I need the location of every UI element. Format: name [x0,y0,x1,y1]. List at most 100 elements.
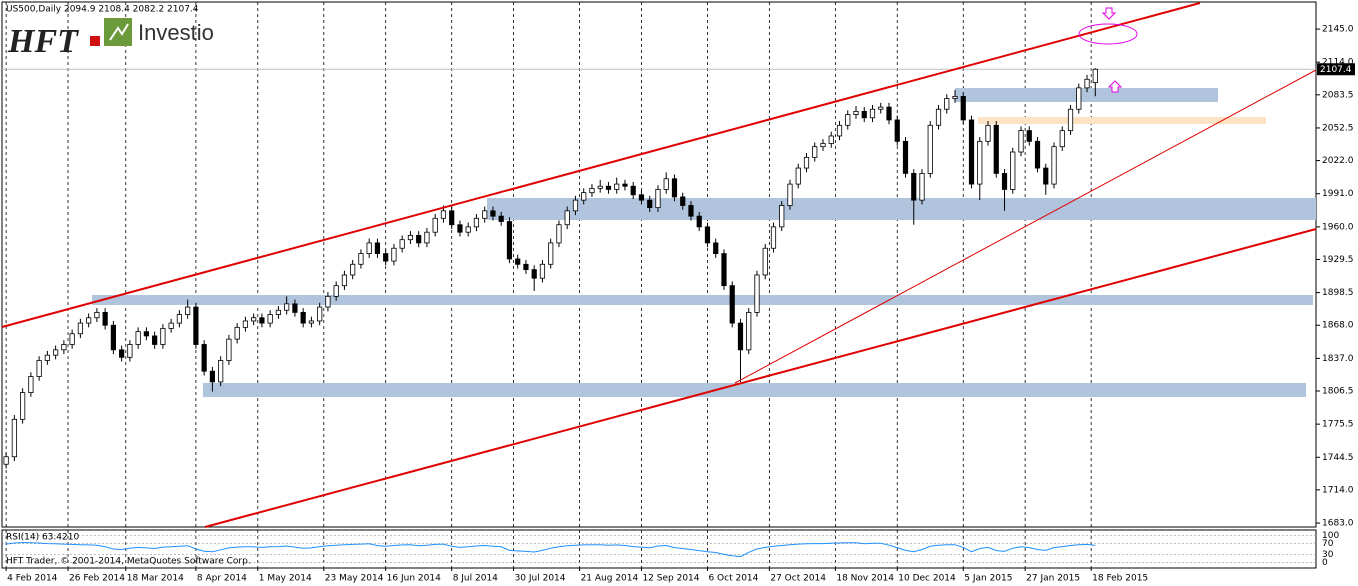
candle-body [1001,173,1008,190]
candle-body [440,210,447,219]
candle-body [944,98,950,110]
candle-body [251,317,257,322]
indicator-frame [1,529,1317,569]
candle-body [523,263,529,271]
candle-body [3,456,9,465]
candle-body [845,114,851,126]
candle-body [696,215,702,228]
candle-body [704,226,711,244]
candle-body [539,263,546,279]
candle-body [325,295,331,308]
candle-body [1026,130,1032,142]
candle-body [564,210,570,226]
candle-body [1051,146,1057,185]
logo-hft: HFT [7,23,79,60]
candle-body [638,194,645,201]
candle-body [630,185,636,196]
candle-body [407,235,414,241]
candle-body [869,108,876,119]
y-tick-label: 1683.0 [1322,519,1354,529]
candle-body [218,360,224,383]
candle-body [581,192,587,201]
current-price-label: 2107.4 [1320,65,1352,75]
candle-body [746,312,752,351]
candle-body [721,253,727,287]
candle-body [911,173,917,201]
zone [92,295,1313,305]
x-tick-label: 16 Jun 2014 [387,574,441,584]
candle-body [94,312,100,319]
y-tick-label: 1714.0 [1322,485,1354,495]
candle-body [737,322,744,351]
candle-body [548,242,554,265]
candle-body [1034,140,1041,169]
candle-body [53,349,59,356]
candle-body [556,224,562,244]
candle-body [20,392,26,420]
y-tick-label: 1744.5 [1322,453,1354,463]
candle-body [358,253,364,265]
candle-body [663,178,669,190]
indicator-tick-label: 70 [1322,539,1334,549]
x-tick-label: 23 May 2014 [325,574,384,584]
candle-body [201,344,207,372]
candle-body [308,320,315,324]
candle-body [836,124,843,137]
symbol-header: US500,Daily 2094.9 2108.4 2082.2 2107.4 [6,5,199,15]
y-tick-label: 1806.5 [1322,386,1354,396]
candle-body [11,418,17,458]
arrow-up [1107,80,1123,93]
candle-body [292,303,298,313]
candle-body [275,309,282,315]
trend-line [734,69,1317,384]
candle-body [688,205,694,217]
y-tick-label: 1837.0 [1322,354,1354,364]
candle-body [490,210,496,217]
zone [978,117,1266,124]
indicator-tick-label: 30 [1322,550,1334,560]
candle-body [515,258,521,265]
candle-body [449,210,455,226]
x-tick-label: 18 Feb 2015 [1092,574,1148,584]
candle-body [69,333,75,345]
indicator-tick-label: 0 [1322,558,1328,568]
candle-body [820,143,826,148]
candle-body [1043,167,1049,185]
candle-body [350,263,356,276]
candle-body [432,217,438,233]
candle-body [341,274,348,287]
y-tick-label: 1960.0 [1322,222,1354,232]
candle-body [399,239,405,249]
candle-body [209,370,216,383]
candle-body [787,183,793,206]
y-tick-label: 2052.5 [1322,123,1354,133]
candle-body [160,328,166,345]
candle-body [589,187,595,194]
candle-body [77,322,83,335]
x-tick-label: 8 Apr 2014 [197,574,247,584]
candle-body [300,312,306,324]
candle-body [61,344,67,351]
candle-body [779,205,785,228]
candle-body [267,314,273,324]
logo-icon-mark [109,23,129,41]
x-tick-label: 4 Feb 2014 [7,574,58,584]
candle-body [605,185,612,190]
candle-body [498,215,504,222]
candle-body [1010,151,1016,190]
candle-body [1084,78,1090,89]
x-tick-label: 27 Jan 2015 [1026,574,1080,584]
candle-body [135,331,141,345]
logo-icon [104,18,132,46]
current-price-box [1317,63,1355,76]
candle-body [572,199,579,212]
y-tick-label: 1929.5 [1322,255,1354,265]
candle-body [861,110,867,119]
candle-body [812,146,818,158]
y-tick-label: 1775.5 [1322,420,1354,430]
candle-body [168,322,174,329]
x-tick-label: 18 Nov 2014 [836,574,894,584]
candle-body [762,247,768,276]
